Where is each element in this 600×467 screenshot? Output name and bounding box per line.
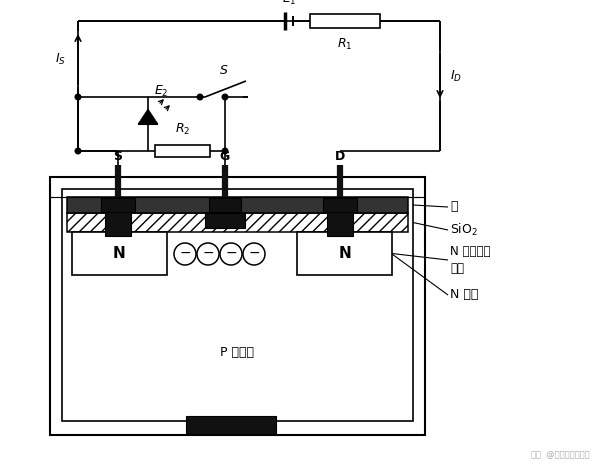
Bar — [310, 14, 380, 28]
Text: P 型衬底: P 型衬底 — [220, 346, 254, 359]
Text: D: D — [335, 150, 345, 163]
Bar — [323, 198, 357, 212]
Bar — [67, 197, 408, 213]
Bar — [105, 211, 131, 236]
Circle shape — [197, 94, 203, 100]
Bar — [327, 211, 353, 236]
Text: 知乎  @张竞涵瞎尔精英: 知乎 @张竞涵瞎尔精英 — [532, 450, 590, 459]
Bar — [186, 416, 276, 434]
Circle shape — [75, 148, 81, 154]
Circle shape — [222, 94, 228, 100]
Text: N: N — [338, 246, 351, 261]
Text: G: G — [220, 150, 230, 163]
Circle shape — [222, 148, 228, 154]
Bar — [67, 213, 408, 232]
Polygon shape — [138, 109, 158, 124]
Text: 铝: 铝 — [450, 200, 458, 213]
Text: $E_1$: $E_1$ — [281, 0, 296, 7]
Text: $R_2$: $R_2$ — [175, 122, 190, 137]
Circle shape — [75, 94, 81, 100]
Text: N 沟道: N 沟道 — [450, 289, 478, 302]
Text: N: N — [113, 246, 126, 261]
Bar — [72, 232, 167, 275]
Text: $R_1$: $R_1$ — [337, 37, 353, 52]
Bar — [155, 145, 210, 157]
Text: $I_S$: $I_S$ — [55, 51, 66, 67]
Text: −: − — [202, 246, 214, 260]
Bar — [297, 232, 392, 275]
Bar — [62, 189, 413, 421]
Text: −: − — [248, 246, 260, 260]
Bar — [205, 213, 245, 228]
Text: S: S — [113, 150, 122, 163]
Text: N 型半导体
材料: N 型半导体 材料 — [450, 245, 491, 275]
Bar — [209, 198, 241, 212]
Text: $E_2$: $E_2$ — [154, 84, 169, 99]
Text: $S$: $S$ — [219, 64, 229, 77]
Text: $I_D$: $I_D$ — [450, 69, 462, 84]
Text: SiO$_2$: SiO$_2$ — [450, 222, 478, 238]
Bar — [50, 177, 425, 435]
Bar — [101, 198, 135, 212]
Text: −: − — [225, 246, 237, 260]
Text: −: − — [179, 246, 191, 260]
